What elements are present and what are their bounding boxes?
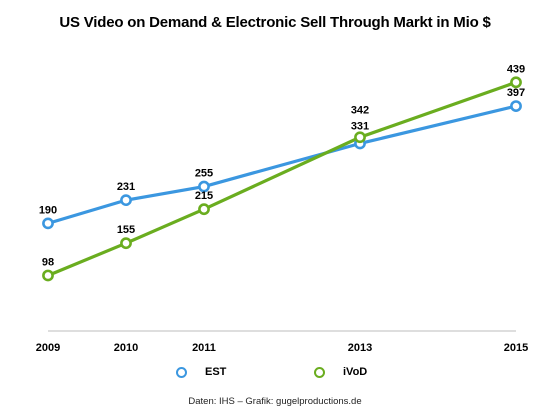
- data-label-ivod-2011: 215: [195, 190, 213, 202]
- point-ivod-2010: [120, 237, 132, 250]
- data-label-ivod-2013: 342: [351, 104, 369, 116]
- x-tick-label-2013: 2013: [348, 342, 372, 354]
- data-label-ivod-2009: 98: [42, 256, 54, 268]
- data-label-est-2011: 255: [195, 168, 213, 180]
- x-tick-label-2010: 2010: [114, 342, 138, 354]
- source-note: Daten: IHS – Grafik: gugelproductions.de: [188, 396, 362, 407]
- point-est-2015: [510, 100, 522, 112]
- point-est-2009: [42, 217, 54, 230]
- point-ivod-2011: [198, 203, 210, 216]
- legend-label-ivod: iVoD: [343, 366, 368, 378]
- point-ivod-2013: [354, 131, 366, 144]
- data-label-ivod-2015: 439: [507, 63, 525, 75]
- legend: EST iVoD: [0, 366, 550, 384]
- point-ivod-2015: [510, 76, 522, 89]
- point-ivod-2009: [42, 269, 54, 282]
- data-label-est-2013: 331: [351, 120, 369, 132]
- legend-item-ivod: iVoD: [314, 366, 367, 378]
- point-est-2011: [198, 180, 210, 193]
- legend-item-est: EST: [176, 366, 226, 378]
- data-label-est-2009: 190: [39, 204, 57, 216]
- chart-title: US Video on Demand & Electronic Sell Thr…: [59, 14, 491, 31]
- legend-marker-ivod: [314, 366, 325, 378]
- legend-label-est: EST: [205, 366, 227, 378]
- data-label-est-2010: 231: [117, 181, 135, 193]
- series-line-est: [46, 104, 518, 225]
- series-line-ivod: [46, 80, 518, 278]
- legend-marker-est: [176, 366, 187, 378]
- x-tick-label-2009: 2009: [36, 342, 60, 354]
- x-tick-label-2011: 2011: [192, 342, 216, 354]
- x-tick-label-2015: 2015: [504, 342, 528, 354]
- data-label-est-2015: 397: [507, 87, 525, 99]
- point-est-2010: [120, 194, 132, 207]
- data-label-ivod-2010: 155: [117, 224, 135, 236]
